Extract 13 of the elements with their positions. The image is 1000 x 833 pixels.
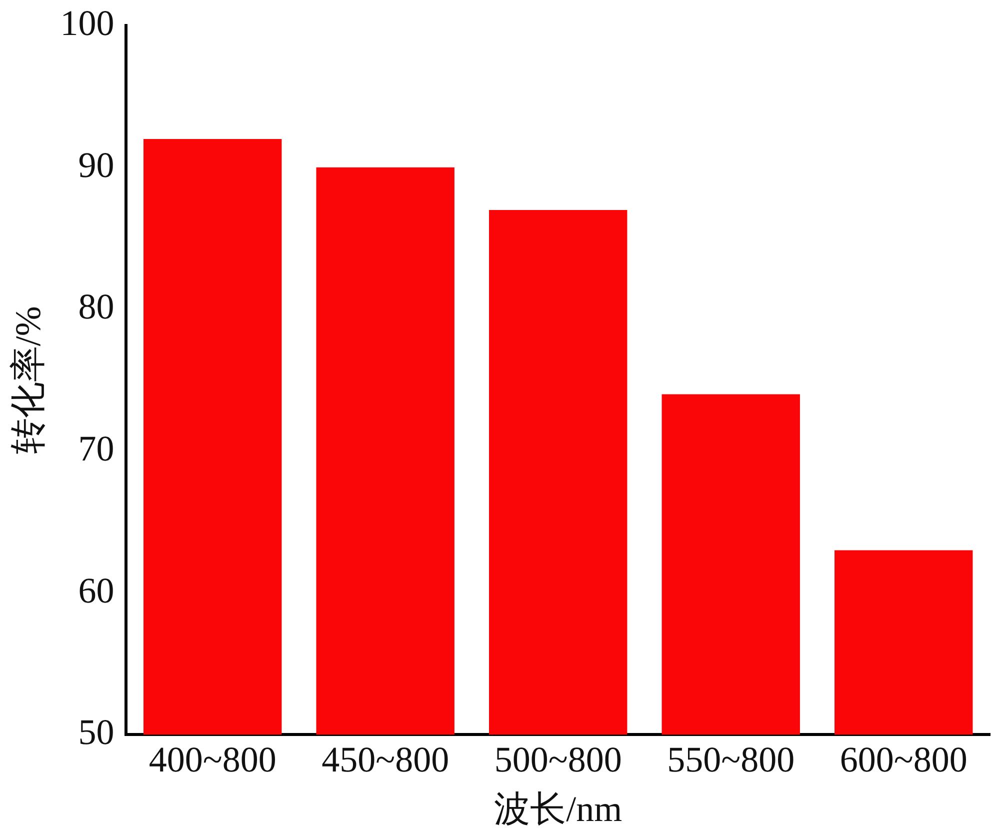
y-tick-label: 60 (78, 570, 114, 610)
y-tick-label: 80 (78, 286, 114, 327)
y-tick-label: 70 (78, 428, 114, 468)
y-axis-title: 转化率/% (8, 306, 48, 454)
y-tick-label: 90 (78, 144, 114, 185)
x-tick-label: 400~800 (148, 740, 276, 780)
x-tick-label: 500~800 (494, 740, 622, 780)
y-tick-label: 50 (78, 712, 114, 752)
x-tick-label: 550~800 (667, 740, 795, 780)
y-tick-label: 100 (60, 3, 114, 44)
x-tick-label: 450~800 (322, 740, 450, 780)
x-tick-label: 600~800 (840, 740, 968, 780)
x-axis-title: 波长/nm (494, 788, 622, 829)
